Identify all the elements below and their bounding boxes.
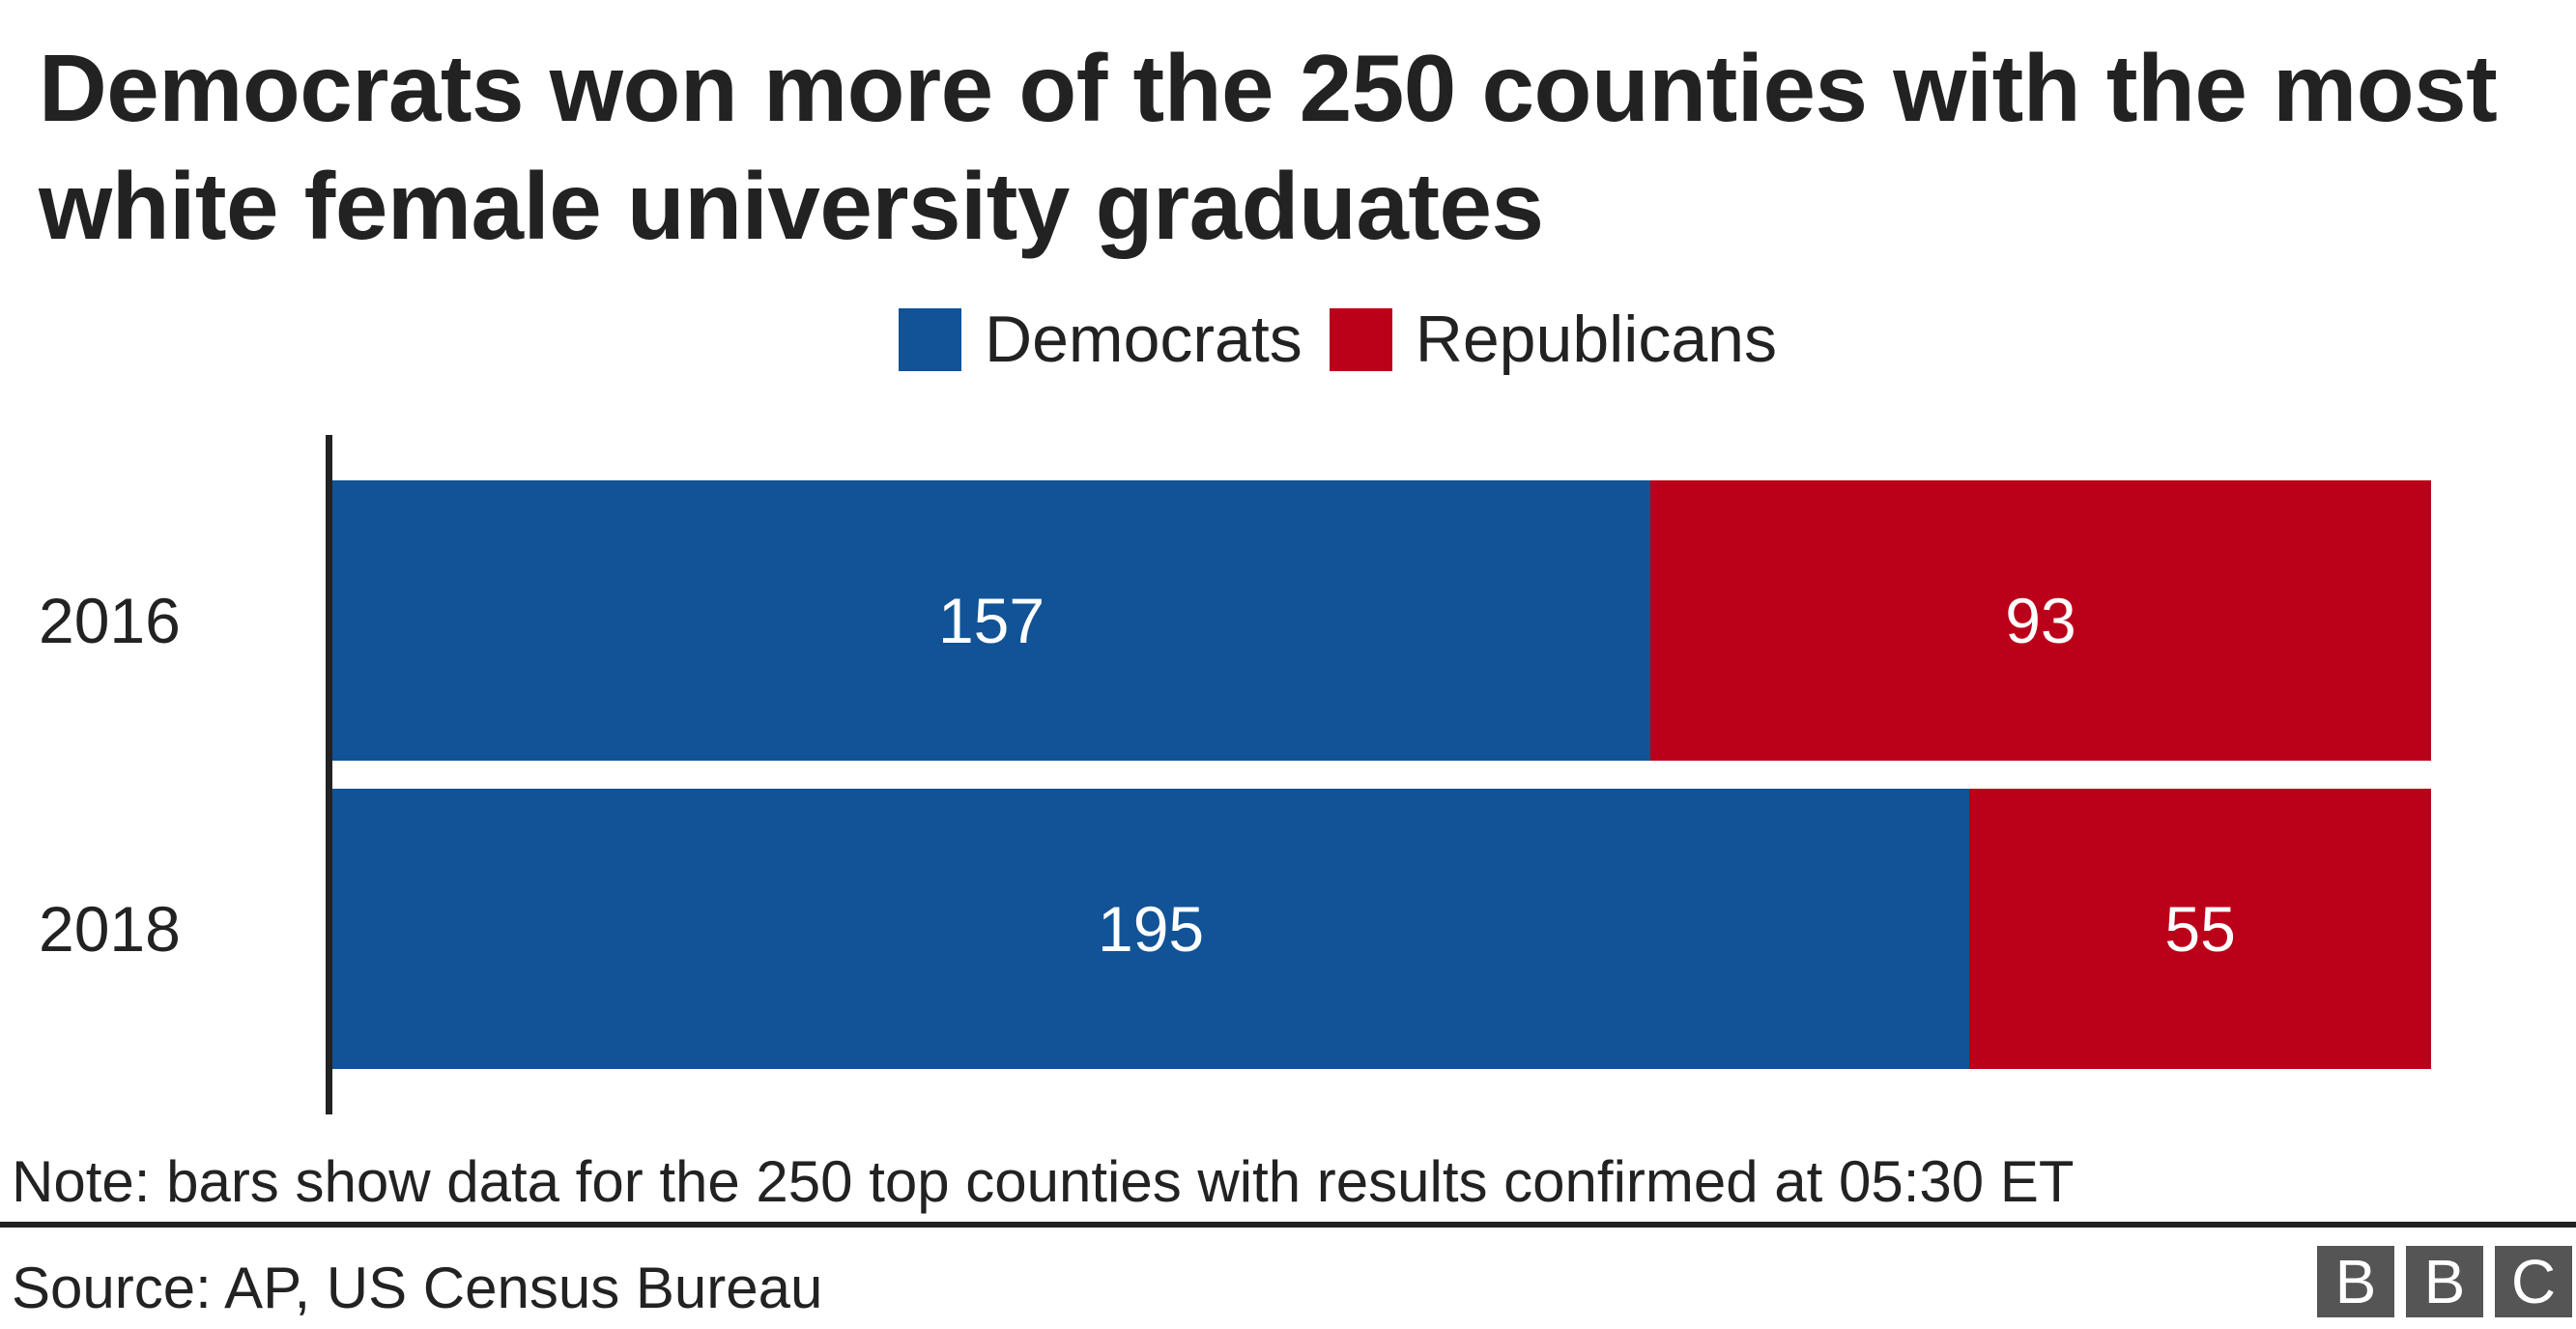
data-label: 195: [1098, 893, 1205, 965]
bbc-logo-b2: B: [2406, 1246, 2483, 1317]
legend-label: Republicans: [1415, 303, 1777, 376]
legend-label: Democrats: [985, 303, 1302, 376]
footer-divider: [0, 1222, 2576, 1228]
data-label: 55: [2164, 893, 2236, 965]
bar-democrats-2018: 195: [332, 789, 1970, 1069]
category-label-2016: 2016: [39, 585, 181, 656]
bbc-logo-b1: B: [2317, 1246, 2394, 1317]
y-axis-line: [326, 435, 332, 1114]
legend-item-republicans: Republicans: [1329, 302, 1777, 377]
bbc-logo-c: C: [2495, 1246, 2572, 1317]
chart-title: Democrats won more of the 250 counties w…: [39, 35, 2498, 259]
legend-swatch-republicans: [1329, 307, 1392, 371]
category-label-2018: 2018: [39, 893, 181, 965]
bar-republicans-2016: 93: [1650, 480, 2431, 761]
chart-source: Source: AP, US Census Bureau: [12, 1256, 823, 1320]
data-label: 93: [2005, 585, 2076, 656]
bar-republicans-2018: 55: [1969, 789, 2431, 1069]
legend-item-democrats: Democrats: [899, 302, 1302, 377]
bar-democrats-2016: 157: [332, 480, 1651, 761]
legend: Democrats Republicans: [899, 302, 1804, 377]
chart-note: Note: bars show data for the 250 top cou…: [12, 1149, 2075, 1214]
data-label: 157: [937, 585, 1045, 656]
legend-swatch-democrats: [899, 307, 961, 371]
